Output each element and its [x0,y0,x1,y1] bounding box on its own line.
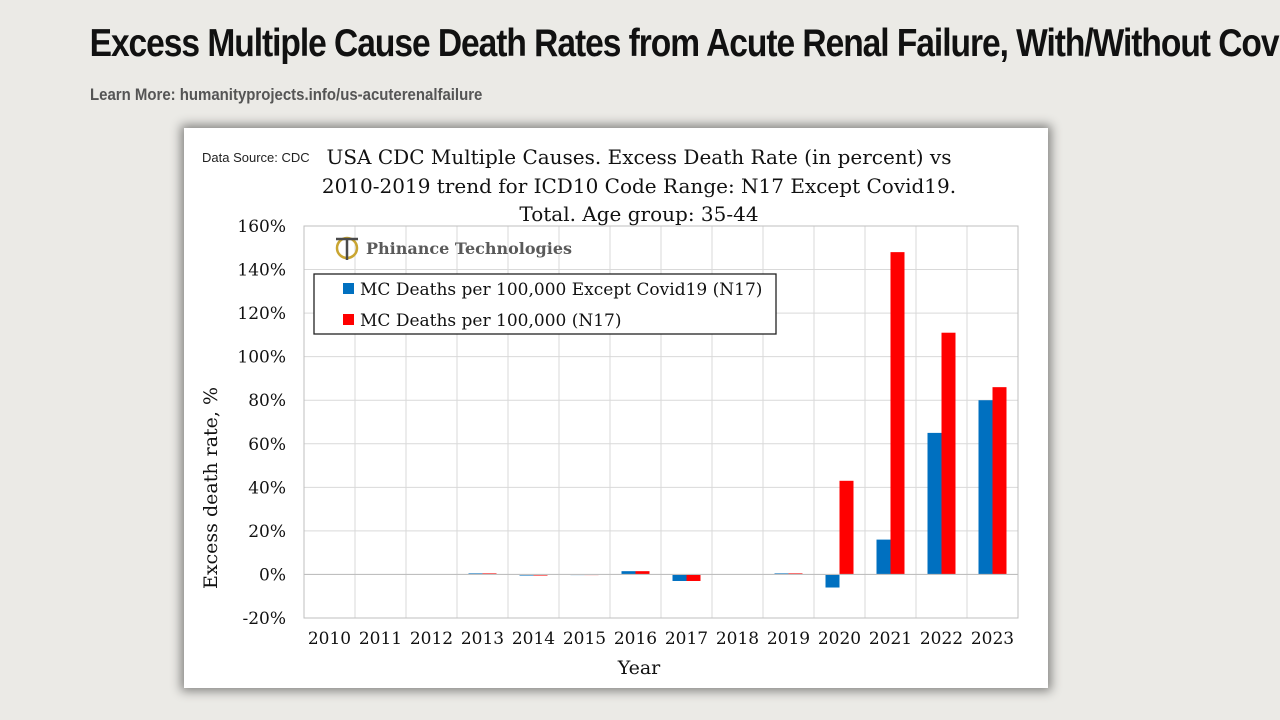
logo: Phinance Technologies [335,236,572,260]
bar-total-2022 [941,332,956,575]
x-tick-label: 2015 [563,629,606,649]
x-tick-label: 2019 [767,629,810,649]
legend-swatch-red [343,314,354,325]
page-subtitle-link[interactable]: Learn More: humanityprojects.info/us-acu… [90,85,483,104]
x-axis-label: Year [617,657,661,679]
data-source-label: Data Source: CDC [202,150,310,165]
chart-title-line-1: USA CDC Multiple Causes. Excess Death Ra… [327,145,952,169]
legend-label-total: MC Deaths per 100,000 (N17) [360,311,622,331]
bar-total-2016 [635,571,650,575]
bar-except-covid-2022 [927,432,942,575]
x-tick-label: 2013 [461,629,504,649]
legend-box [313,273,777,335]
chart-title-line-2: 2010-2019 trend for ICD10 Code Range: N1… [322,174,956,198]
y-tick-label: 60% [248,435,286,455]
x-tick-label: 2014 [512,629,555,649]
x-tick-label: 2021 [869,629,912,649]
x-tick-label: 2016 [614,629,657,649]
chart-title-line-3: Total. Age group: 35-44 [519,202,758,226]
y-tick-label: 80% [248,391,286,411]
y-tick-label: 160% [237,217,286,237]
y-tick-label: 40% [248,478,286,498]
x-tick-label: 2020 [818,629,861,649]
x-tick-label: 2017 [665,629,708,649]
logo-text: Phinance Technologies [366,239,572,258]
x-tick-label: 2010 [308,629,351,649]
y-tick-label: 120% [237,304,286,324]
bar-total-2020 [839,480,854,575]
page-title: Excess Multiple Cause Death Rates from A… [89,22,1280,65]
bar-except-covid-2016 [621,571,636,575]
bar-except-covid-2023 [978,400,993,575]
y-tick-label: 100% [237,348,286,368]
y-tick-label: 20% [248,522,286,542]
bar-except-covid-2017 [672,574,687,581]
axes: -20% 0% 20% 40% 60% 80% 100% 120% 140% 160% 2010 20… [237,217,1018,649]
bar-chart: Data Source: CDC USA CDC Multiple Causes… [200,145,1019,679]
x-tick-label: 2012 [410,629,453,649]
bar-total-2021 [890,252,905,575]
x-tick-label: 2011 [359,629,402,649]
bar-total-2023 [992,387,1007,575]
bar-except-covid-2020 [825,574,840,588]
bars [315,252,1007,588]
x-tick-label: 2018 [716,629,759,649]
chart-card: Data Source: CDC USA CDC Multiple Causes… [184,128,1048,688]
y-axis-label: Excess death rate, % [200,387,222,589]
legend-label-except-covid: MC Deaths per 100,000 Except Covid19 (N1… [360,280,762,300]
legend-swatch-blue [343,283,354,294]
y-tick-label: 0% [259,565,286,585]
y-tick-label: -20% [242,609,286,629]
plot-area-border [303,225,1019,619]
y-tick-label: 140% [237,261,286,281]
logo-t-icon [336,237,358,260]
bar-total-2017 [686,574,701,581]
x-tick-label: 2023 [971,629,1014,649]
bar-except-covid-2021 [876,539,891,575]
legend: MC Deaths per 100,000 Except Covid19 (N1… [313,273,777,335]
x-tick-label: 2022 [920,629,963,649]
